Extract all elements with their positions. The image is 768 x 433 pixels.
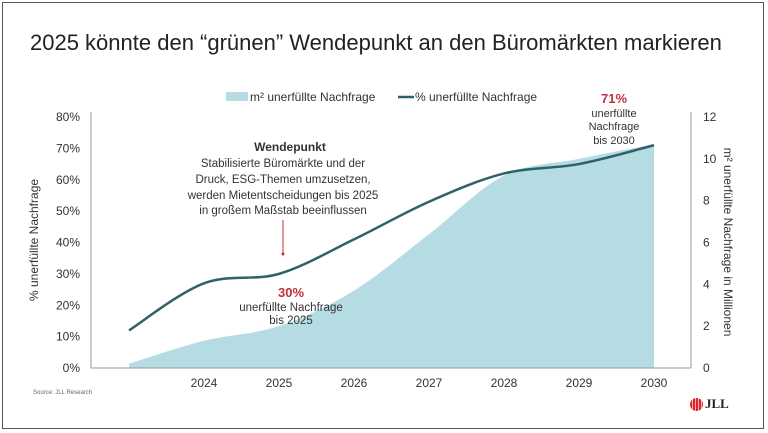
annotation-line: unerfüllte — [591, 108, 636, 120]
y-right-tick-label: 8 — [703, 194, 710, 208]
annotation-title: Wendepunkt — [254, 140, 326, 154]
y-left-tick-label: 40% — [56, 236, 80, 250]
y-right-tick-label: 2 — [703, 319, 710, 333]
y-right-axis-title: m² unerfüllte Nachfrage in Millionen — [721, 148, 735, 337]
y-left-tick-label: 80% — [56, 110, 80, 124]
legend-area-label: m² unerfüllte Nachfrage — [250, 90, 376, 104]
y-left-tick-label: 20% — [56, 298, 80, 312]
area-series-m2 — [129, 144, 654, 368]
x-tick-label: 2025 — [266, 376, 293, 390]
y-right-tick-label: 4 — [703, 277, 710, 291]
x-tick-label: 2029 — [566, 376, 593, 390]
annotation-arrow-head — [281, 252, 285, 256]
annotation-line: werden Mietentscheidungen bis 2025 — [187, 190, 379, 202]
source-note: Source: JLL Research — [33, 390, 93, 396]
y-left-axis-title: % unerfüllte Nachfrage — [27, 179, 41, 301]
jll-logo: JLL — [690, 396, 729, 412]
annotation-wendepunkt: Wendepunkt Stabilisierte Büromärkte und … — [187, 140, 379, 217]
annotation-line: Nachfrage — [589, 121, 640, 133]
y-left-tick-label: 30% — [56, 267, 80, 281]
y-left-tick-label: 70% — [56, 141, 80, 155]
x-tick-label: 2024 — [191, 376, 218, 390]
legend-line-label: % unerfüllte Nachfrage — [415, 90, 537, 104]
line-series-percent — [128, 144, 655, 332]
jll-logo-icon — [690, 397, 703, 411]
annotation-line: unerfüllte Nachfrage — [239, 302, 343, 314]
annotation-2030: 71% unerfüllte Nachfrage bis 2030 — [589, 91, 640, 147]
annotation-2025: 30% unerfüllte Nachfrage bis 2025 — [239, 285, 343, 327]
x-tick-label: 2028 — [491, 376, 518, 390]
y-right-tick-label: 10 — [703, 152, 717, 166]
annotation-value: 71% — [601, 91, 627, 106]
y-left-tick-label: 60% — [56, 173, 80, 187]
y-left-tick-label: 0% — [63, 361, 81, 375]
y-left-tick-label: 10% — [56, 330, 80, 344]
x-tick-label: 2026 — [341, 376, 368, 390]
slide-title: 2025 könnte den “grünen” Wendepunkt an d… — [30, 30, 722, 55]
annotation-line: in großem Maßstab beeinflussen — [199, 205, 366, 217]
y-right-tick-label: 0 — [703, 361, 710, 375]
annotation-line: Stabilisierte Büromärkte und der — [201, 158, 365, 170]
x-tick-label: 2027 — [416, 376, 443, 390]
y-right-tick-label: 6 — [703, 236, 710, 250]
annotation-value: 30% — [278, 285, 304, 300]
jll-logo-text: JLL — [705, 396, 729, 411]
annotation-line: Druck, ESG-Themen umzusetzen, — [195, 174, 370, 186]
legend-area-swatch — [226, 92, 248, 101]
slide-frame — [2, 2, 764, 429]
y-right-tick-label: 12 — [703, 110, 717, 124]
annotation-line: bis 2030 — [593, 135, 635, 147]
y-left-tick-label: 50% — [56, 204, 80, 218]
x-tick-label: 2030 — [641, 376, 668, 390]
annotation-line: bis 2025 — [269, 315, 312, 327]
